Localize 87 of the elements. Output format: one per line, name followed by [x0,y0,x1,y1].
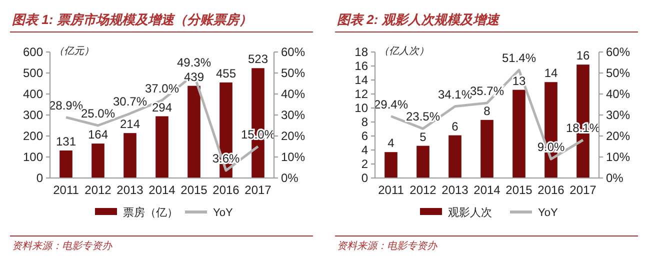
y-tick-label: 8 [361,115,368,130]
bar [188,86,200,178]
text: 资料来源：电影专资办 [12,240,113,252]
y2-tick-label: 50% [281,66,306,80]
y2-tick-label: 20% [281,129,306,144]
y-tick-label: 10 [354,101,368,116]
bar [384,152,398,178]
y-axis-title: （亿元） [54,46,94,57]
data-label: 131 [56,134,76,148]
bar [60,150,72,178]
legend-label: 观影人次 [448,206,492,219]
data-label: 25.0% [80,106,116,120]
data-label: 523 [248,52,268,66]
data-label: 455 [216,66,236,80]
y2-tick-label: 20% [606,129,630,144]
x-tick-label: 2017 [570,183,597,197]
y2-tick-label: 0% [606,171,624,186]
x-tick-label: 2017 [244,183,272,197]
data-label: 37.0% [144,81,180,96]
bar [480,120,494,178]
x-tick-label: 2011 [378,183,404,197]
y-tick-label: 400 [22,87,44,102]
y-tick-label: 12 [354,87,368,102]
data-label: 6 [452,119,459,134]
bar [512,90,526,178]
y2-tick-label: 30% [281,108,306,122]
y-tick-label: 18 [354,45,368,60]
data-label: 294 [152,100,172,114]
y2-tick-label: 40% [281,87,306,102]
text: 资料来源：电影专资办 [337,240,438,252]
y-tick-label: 200 [22,129,44,144]
data-label: 30.7% [112,94,148,109]
y-tick-label: 0 [361,171,368,186]
x-tick-label: 2016 [212,183,240,197]
data-label: 8 [484,104,491,118]
bar [448,135,462,178]
y-tick-label: 6 [361,129,368,144]
y2-tick-label: 60% [281,45,306,60]
data-label: 439 [184,70,204,84]
chart-title: 图表 1: 票房市场规模及增速（分账票房） [12,12,252,27]
bar [416,146,430,178]
data-label: 5 [420,130,427,144]
data-label: 214 [120,117,140,132]
x-tick-label: 2013 [442,183,469,197]
legend-label: 票房（亿） [123,206,178,219]
data-label: 49.3% [176,55,212,70]
y-tick-label: 14 [354,73,368,88]
data-label: 13 [512,74,526,88]
data-label: 14 [544,66,558,80]
y2-tick-label: 10% [606,150,630,164]
y-tick-label: 500 [22,66,44,80]
y-tick-label: 0 [36,171,44,186]
y-tick-label: 4 [361,143,368,158]
y-tick-label: 300 [22,108,44,122]
x-tick-label: 2015 [506,183,533,197]
x-tick-label: 2013 [116,183,144,197]
x-tick-label: 2011 [53,183,80,197]
data-label: 51.4% [502,51,536,66]
x-tick-label: 2012 [84,183,112,197]
x-tick-label: 2012 [410,183,437,197]
x-tick-label: 2014 [148,183,176,197]
legend-label: YoY [213,206,234,219]
data-label: 28.9% [48,98,84,112]
legend-label: YoY [538,206,558,219]
bar [156,116,168,178]
y2-tick-label: 50% [606,66,630,80]
y2-tick-label: 10% [281,150,306,164]
y2-tick-label: 60% [606,45,630,60]
x-tick-label: 2014 [474,183,501,197]
data-label: 4 [388,136,395,150]
y-tick-label: 600 [22,45,44,60]
data-label: 23.5% [406,110,440,124]
x-tick-label: 2016 [538,183,565,197]
y2-tick-label: 40% [606,87,630,102]
data-label: 16 [576,48,590,63]
y-tick-label: 2 [361,157,368,172]
y-tick-label: 16 [354,59,368,74]
chart-title: 图表 2: 观影人次规模及增速 [337,12,501,27]
bar [92,144,104,178]
y-tick-label: 100 [22,150,44,164]
y-axis-title: （亿人次） [379,46,429,57]
data-label: 164 [88,128,108,142]
y2-tick-label: 0% [281,171,299,186]
x-tick-label: 2015 [180,183,208,197]
bar [124,133,136,178]
y2-tick-label: 30% [606,108,630,122]
data-label: 29.4% [374,97,408,112]
